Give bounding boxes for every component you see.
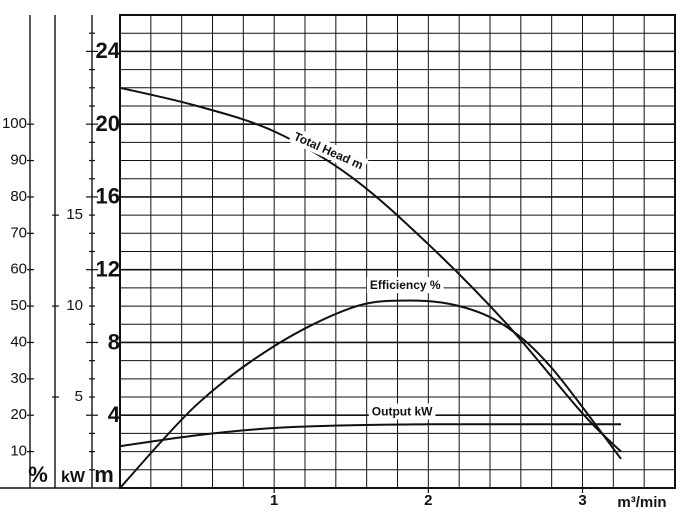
output-tick-label: 15	[66, 206, 83, 223]
labels: Total Head m Efficiency % Output kW	[288, 126, 444, 420]
x-unit-label: m³/min	[617, 494, 666, 511]
output-kw-curve	[119, 423, 621, 448]
curves	[119, 86, 622, 489]
efficiency-tick-label: 70	[10, 224, 27, 241]
head-tick-label: 12	[96, 257, 120, 282]
x-tick-label: 3	[578, 492, 586, 509]
output-tick-label: 10	[66, 297, 83, 314]
output-tick-label: 5	[75, 388, 83, 405]
efficiency-label-bg	[366, 277, 444, 294]
head-tick-label: 16	[96, 184, 120, 209]
head-tick-label: 24	[96, 38, 121, 63]
efficiency-tick-label: 90	[10, 152, 27, 169]
efficiency-tick-label: 100	[2, 115, 27, 132]
efficiency-tick-label: 60	[10, 261, 27, 278]
head-tick-label: 4	[108, 402, 121, 427]
head-tick-label: 8	[108, 329, 120, 354]
efficiency-tick-label: 10	[10, 443, 27, 460]
efficiency-tick-label: 40	[10, 333, 27, 350]
output-label: Output kW	[372, 405, 433, 419]
head-unit-label: m	[94, 462, 114, 487]
efficiency-unit-label: %	[28, 462, 48, 487]
efficiency-label: Efficiency %	[370, 278, 441, 292]
efficiency-tick-label: 80	[10, 188, 27, 205]
efficiency-curve	[119, 299, 622, 489]
output-label-group: Output kW	[368, 403, 436, 420]
total-head-label: Total Head m	[292, 129, 366, 172]
head-tick-label: 20	[96, 111, 120, 136]
output-unit-label: kW	[61, 469, 86, 486]
x-tick-label: 2	[424, 492, 432, 509]
efficiency-tick-label: 20	[10, 406, 27, 423]
efficiency-tick-label: 30	[10, 370, 27, 387]
total-head-label-group: Total Head m	[288, 126, 369, 175]
efficiency-tick-label: 50	[10, 297, 27, 314]
efficiency-label-group: Efficiency %	[366, 277, 444, 294]
x-tick-label: 1	[270, 492, 278, 509]
total-head-m-curve	[119, 86, 622, 453]
total-head-label-bg	[288, 126, 369, 175]
output-label-bg	[368, 403, 436, 420]
